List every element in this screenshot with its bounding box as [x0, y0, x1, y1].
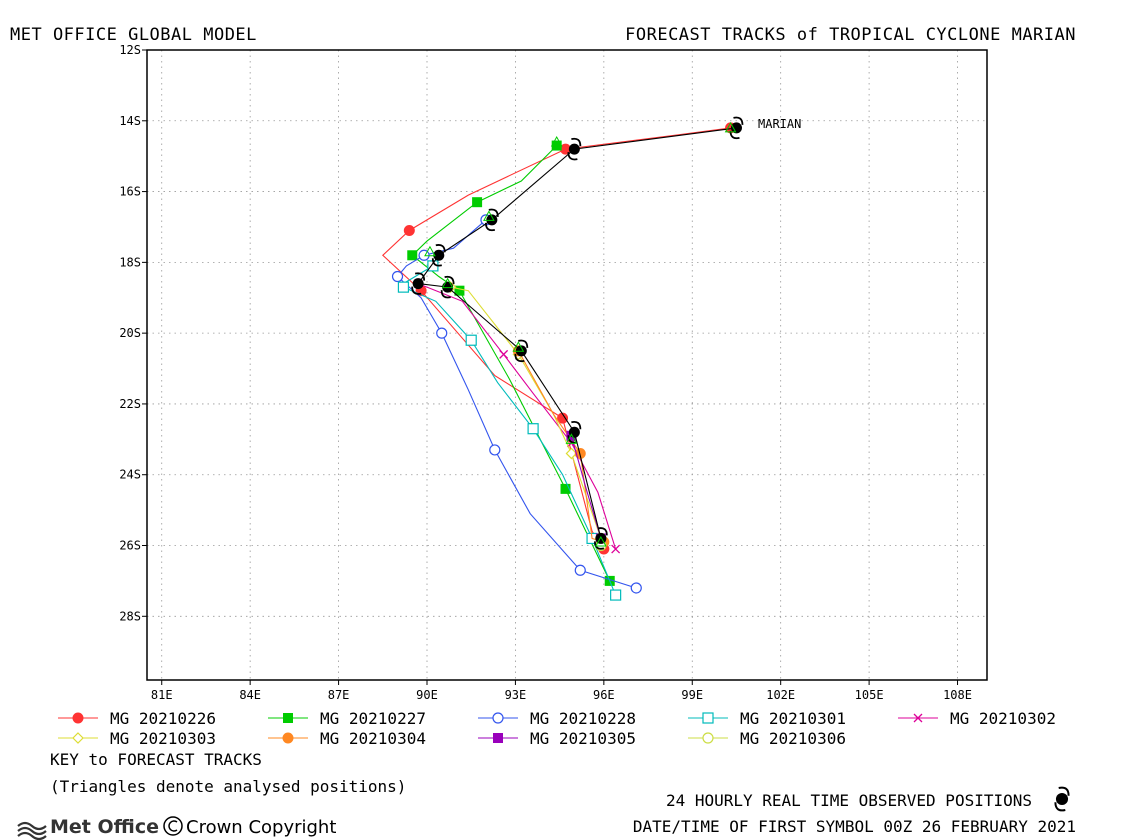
legend-marker — [282, 732, 294, 744]
legend-marker — [283, 713, 293, 723]
track-point — [403, 225, 415, 237]
storm-label: MARIAN — [758, 117, 801, 131]
x-tick-label: 87E — [328, 688, 350, 702]
legend-marker — [702, 712, 714, 724]
x-tick-label: 105E — [855, 688, 884, 702]
track-point — [574, 564, 586, 576]
x-tick-label: 99E — [681, 688, 703, 702]
legend-marker — [72, 732, 84, 744]
x-tick-label: 81E — [151, 688, 173, 702]
observed-position-marker — [729, 116, 744, 140]
x-tick-label: 96E — [593, 688, 615, 702]
analysed-triangle — [565, 433, 578, 444]
legend-label: MG 20210305 — [530, 729, 636, 748]
legend-note: (Triangles denote analysed positions) — [50, 777, 406, 796]
y-tick-label: 14S — [119, 114, 141, 128]
y-tick-label: 24S — [119, 468, 141, 482]
datetime-label: DATE/TIME OF FIRST SYMBOL 00Z 26 FEBRUAR… — [633, 817, 1076, 836]
met-office-logo-icon — [17, 821, 47, 840]
track-point — [527, 423, 539, 435]
track-point — [489, 444, 501, 456]
track-point — [465, 334, 477, 346]
x-tick-label: 84E — [239, 688, 261, 702]
legend-marker — [492, 712, 504, 724]
analysed-triangle — [424, 245, 436, 257]
analysed-triangle — [724, 121, 737, 133]
x-tick-label: 90E — [416, 688, 438, 702]
x-tick-label: 102E — [766, 688, 795, 702]
y-tick-label: 18S — [119, 255, 141, 269]
legend-label: MG 20210306 — [740, 729, 846, 748]
track-point — [630, 582, 642, 594]
observed-position-marker — [411, 272, 426, 295]
track-point — [407, 250, 418, 261]
legend-label: MG 20210227 — [320, 709, 426, 728]
track-point — [565, 447, 578, 460]
track-point — [611, 544, 621, 554]
y-tick-label: 28S — [119, 609, 141, 623]
legend-marker — [913, 713, 923, 723]
analysed-triangle — [512, 341, 525, 352]
cyclone-symbol-icon — [1054, 786, 1070, 812]
track-point — [472, 197, 483, 208]
footer-cyclone-glyph — [1054, 786, 1070, 812]
y-tick-label: 12S — [119, 43, 141, 57]
observed-track — [411, 116, 744, 550]
track-point — [391, 270, 404, 283]
track-point — [560, 483, 571, 494]
observed-position-marker — [567, 137, 582, 161]
legend-marker — [493, 733, 503, 743]
legend-marker — [702, 732, 714, 744]
legend: MG 20210226 MG 20210227 MG 20210228 MG 2021… — [58, 709, 1056, 748]
track-point — [454, 285, 465, 296]
analysed-triangles — [424, 121, 737, 547]
copyright-icon — [163, 816, 183, 836]
x-tick-label: 108E — [943, 688, 972, 702]
track-point — [397, 281, 410, 293]
legend-label: MG 20210226 — [110, 709, 216, 728]
y-tick-label: 22S — [119, 397, 141, 411]
track-point — [436, 327, 448, 339]
analysed-triangle — [441, 277, 454, 289]
observed-position-marker — [431, 244, 446, 267]
brand-name: Met Office — [50, 816, 159, 838]
analysed-triangle — [483, 210, 495, 221]
track-point — [499, 349, 509, 359]
chart-title-right: FORECAST TRACKS of TROPICAL CYCLONE MARI… — [625, 25, 1076, 45]
track-point — [610, 589, 622, 601]
analysed-triangle — [595, 535, 607, 547]
copyright-text: Crown Copyright — [186, 817, 336, 838]
plot-frame — [146, 49, 988, 681]
legend-key-label: KEY to FORECAST TRACKS — [50, 750, 262, 769]
plot-area: 81E 84E 87E 90E 93E 96E 99E 102E 105E 108E 12S 14S 1… — [119, 43, 988, 702]
track-line — [570, 435, 602, 539]
legend-label: MG 20210301 — [740, 709, 846, 728]
x-tick-label: 93E — [505, 688, 527, 702]
legend-label: MG 20210303 — [110, 729, 216, 748]
observed-positions-label: 24 HOURLY REAL TIME OBSERVED POSITIONS — [666, 791, 1032, 810]
track-line — [417, 283, 617, 550]
legend-marker — [72, 712, 84, 724]
analysed-triangle — [550, 135, 563, 147]
chart-title-left: MET OFFICE GLOBAL MODEL — [10, 25, 257, 45]
legend-label: MG 20210228 — [530, 709, 636, 728]
legend-label: MG 20210304 — [320, 729, 426, 748]
y-tick-label: 20S — [119, 326, 141, 340]
y-tick-label: 26S — [119, 539, 141, 553]
y-tick-label: 16S — [119, 185, 141, 199]
axis-ticks: 81E 84E 87E 90E 93E 96E 99E 102E 105E 108E 12S 14S 1… — [119, 43, 972, 702]
legend-label: MG 20210302 — [950, 709, 1056, 728]
